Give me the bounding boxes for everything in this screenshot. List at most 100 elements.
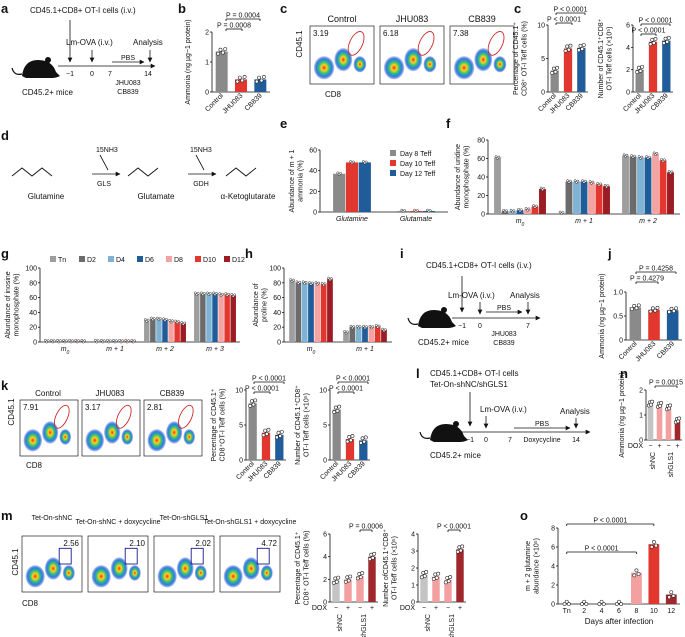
panel-label-l: l <box>416 366 420 381</box>
chart-g-y-label: monophosphate (%) <box>14 273 21 336</box>
flow-m-1-population-high <box>128 565 141 581</box>
flow-c-0-population-low <box>313 56 335 80</box>
chart-k1-point <box>249 399 254 404</box>
chart-k2-point <box>358 441 363 445</box>
chart-h-x-label: m + 1 <box>356 346 374 353</box>
chart-f-point <box>535 204 538 208</box>
chart-g-point <box>77 339 80 343</box>
chart-c2-bar <box>648 41 658 92</box>
chart-k2-point <box>333 405 338 410</box>
chart-n-dox-label: DOX <box>628 443 644 450</box>
chart-e-legend-label: Day 12 Teff <box>400 171 435 178</box>
chart-o-point <box>636 572 641 576</box>
chart-g-bar <box>206 293 212 342</box>
pathway-nh3-a-arrow <box>99 154 109 171</box>
glutamine-structure <box>11 167 53 177</box>
chart-f-bar <box>524 209 531 214</box>
chart-f-y-tick-label: 80 <box>477 138 485 145</box>
chart-g-point <box>124 338 128 342</box>
chart-g-point <box>206 291 209 295</box>
chart-c2-point <box>638 68 643 73</box>
chart-g-point <box>174 319 178 323</box>
chart-g-legend-label: D4 <box>116 257 125 264</box>
chart-f-bar <box>494 157 501 214</box>
chart-c1-point <box>555 65 560 70</box>
chart-m2-bar <box>420 574 428 602</box>
chart-f-point <box>622 153 626 157</box>
chart-f-point <box>561 211 565 214</box>
flow-c-0-gate-value: 3.19 <box>313 29 329 38</box>
chart-c2-bar <box>635 69 644 92</box>
chart-g-point <box>230 293 234 296</box>
scheme-a-mice: CD45.2+ mice <box>22 88 73 97</box>
chart-j-point <box>669 306 674 311</box>
chart-g-point <box>183 321 186 325</box>
chart-c2-point <box>661 41 666 45</box>
chart-e-x-label: Glutamate <box>400 216 432 223</box>
flow-k-2-population-low <box>147 429 167 452</box>
panel-label-k: k <box>1 378 9 393</box>
chart-g-legend-swatch <box>108 256 114 262</box>
chart-g-point <box>150 316 153 320</box>
chart-o-y-tick-label: 2 <box>551 583 555 590</box>
chart-g-bar <box>230 295 236 342</box>
chart-k2-p-value: P < 0.0001 <box>336 376 370 383</box>
chart-m2-p-value: P < 0.0001 <box>437 524 471 531</box>
chart-g-point <box>52 339 56 343</box>
chart-c2-point <box>650 37 655 42</box>
chart-m2-group-label: shGLS1 <box>449 614 456 637</box>
chart-c2-y-tick-label: 2 <box>626 67 630 74</box>
chart-h-point <box>308 281 311 284</box>
chart-h-point <box>292 278 295 282</box>
flow-c-1-population-low <box>383 56 405 80</box>
chart-b-point <box>242 74 247 79</box>
chart-f-x-label: m0 <box>516 218 525 228</box>
scheme-a-tick: 14 <box>144 71 152 78</box>
flow-k-2-population-mid <box>166 421 183 444</box>
pathway-glutamine: Glutamine <box>28 192 65 201</box>
chart-m1-dox-sign: + <box>346 605 350 612</box>
flow-k-0-gate-value: 7.91 <box>23 403 39 412</box>
chart-f-bar <box>588 182 595 214</box>
flow-m-3-population-low <box>223 565 243 588</box>
chart-g-point <box>156 316 159 320</box>
scheme-l-doxy: Doxycycline <box>523 437 560 444</box>
chart-c1-bar <box>550 70 559 92</box>
chart-o-point <box>617 599 621 604</box>
chart-c2-p-value: P < 0.0001 <box>639 18 673 25</box>
chart-f-x-label: m + 1 <box>575 218 593 225</box>
chart-f-point <box>596 182 599 185</box>
chart-f-point <box>524 207 528 210</box>
flow-m-0-population-high <box>62 565 75 581</box>
chart-m1-y-tick-label: 0 <box>323 600 327 607</box>
chart-h-point <box>377 324 381 328</box>
flow-c-0-population-mid <box>334 48 353 72</box>
chart-k2-y-label: OT-I Teff cells (×10⁵) <box>304 393 311 457</box>
chart-b-point <box>218 47 223 52</box>
chart-g-legend-swatch <box>50 256 56 262</box>
flow-m-title: Tet-On-shNC + doxycycline <box>75 519 160 526</box>
chart-o-point <box>599 599 604 604</box>
chart-e-bar <box>333 173 346 212</box>
chart-n-bar <box>656 405 663 440</box>
chart-g-x-label: m0 <box>61 346 70 356</box>
chart-m2-point <box>460 544 465 549</box>
chart-f-point <box>494 155 498 158</box>
scheme-a-tick: 0 <box>90 71 94 78</box>
flow-k-title: CB839 <box>160 389 185 398</box>
chart-k2-y-tick-label: 10 <box>319 388 327 395</box>
chart-e-point <box>416 209 419 212</box>
chart-f-point <box>670 170 674 174</box>
chart-g-point <box>108 339 112 343</box>
chart-h-bar <box>349 327 356 342</box>
chart-c2-y-label: Number of CD45.1⁺CD8⁺ <box>598 18 605 98</box>
chart-o-x-label: Tn <box>563 608 571 615</box>
chart-b-p-value: P = 0.0008 <box>217 23 251 30</box>
chart-f-bar <box>644 157 652 214</box>
chart-f-point <box>527 207 531 211</box>
chart-g-point <box>171 319 174 323</box>
flow-m-0-gate-value: 2.56 <box>63 539 79 548</box>
chart-m2-point <box>458 548 463 553</box>
chart-o-y-tick-label: 4 <box>551 564 555 571</box>
scheme-a-tick: −1 <box>66 71 74 78</box>
